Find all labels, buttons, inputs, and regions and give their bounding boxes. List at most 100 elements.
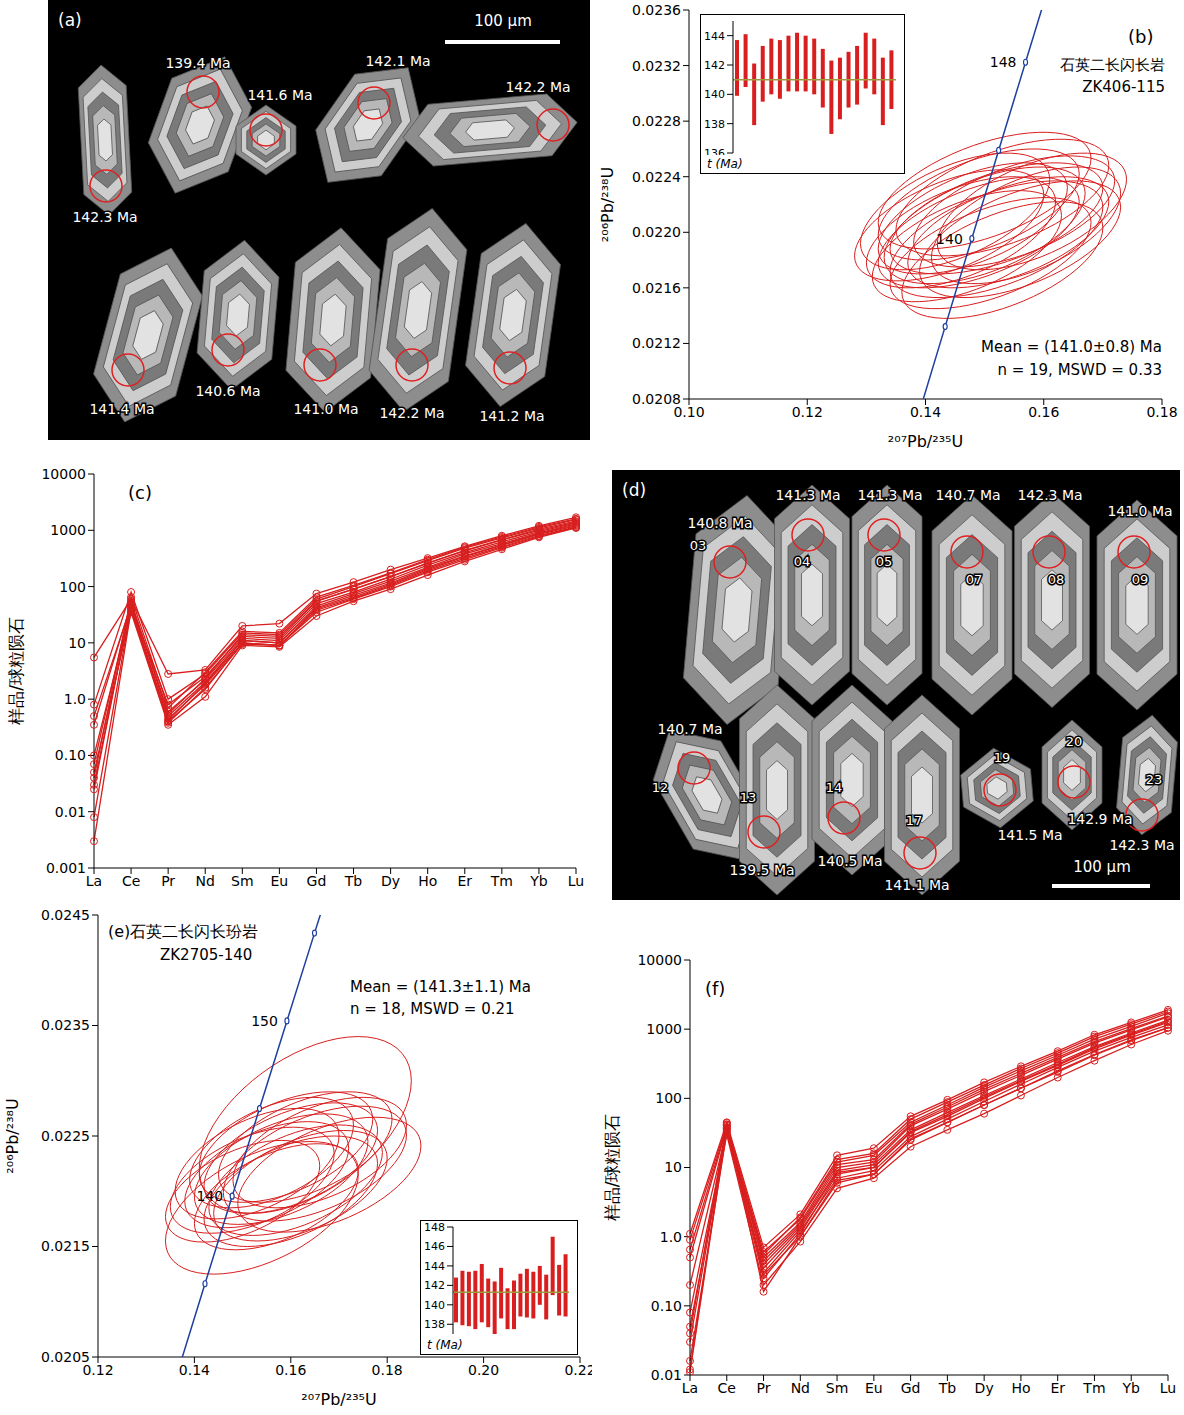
- svg-text:09: 09: [1132, 572, 1149, 587]
- svg-text:0.18: 0.18: [1146, 404, 1177, 420]
- svg-text:141.3 Ma: 141.3 Ma: [775, 487, 840, 503]
- svg-text:142.2 Ma: 142.2 Ma: [505, 79, 570, 95]
- svg-text:Dy: Dy: [381, 873, 400, 889]
- svg-text:Yb: Yb: [529, 873, 548, 889]
- svg-text:Gd: Gd: [307, 873, 327, 889]
- svg-text:Ho: Ho: [418, 873, 437, 889]
- svg-text:1000: 1000: [50, 522, 86, 538]
- svg-text:0.0205: 0.0205: [41, 1349, 90, 1365]
- svg-text:Tm: Tm: [1082, 1380, 1105, 1396]
- svg-text:142.3 Ma: 142.3 Ma: [1017, 487, 1082, 503]
- svg-text:142: 142: [424, 1279, 445, 1292]
- svg-text:²⁰⁶Pb/²³⁸U: ²⁰⁶Pb/²³⁸U: [598, 167, 617, 242]
- svg-text:0.10: 0.10: [55, 747, 86, 763]
- svg-text:0.0228: 0.0228: [632, 113, 681, 129]
- svg-text:23: 23: [1146, 772, 1163, 787]
- svg-text:148: 148: [990, 54, 1017, 70]
- svg-text:100 μm: 100 μm: [1073, 858, 1131, 876]
- svg-text:19: 19: [994, 750, 1011, 765]
- svg-text:0.0208: 0.0208: [632, 391, 681, 407]
- svg-text:Tb: Tb: [344, 873, 363, 889]
- svg-text:140.8 Ma: 140.8 Ma: [687, 515, 752, 531]
- svg-text:La: La: [86, 873, 102, 889]
- svg-text:140.7 Ma: 140.7 Ma: [657, 721, 722, 737]
- svg-text:148: 148: [424, 1221, 445, 1234]
- svg-text:0.01: 0.01: [651, 1367, 682, 1383]
- svg-text:140.7 Ma: 140.7 Ma: [935, 487, 1000, 503]
- svg-text:0.16: 0.16: [1028, 404, 1059, 420]
- svg-text:Sm: Sm: [826, 1380, 849, 1396]
- svg-text:140.6 Ma: 140.6 Ma: [195, 383, 260, 399]
- svg-text:1000: 1000: [646, 1021, 682, 1037]
- svg-text:Nd: Nd: [791, 1380, 810, 1396]
- svg-text:0.0216: 0.0216: [632, 280, 681, 296]
- svg-text:0.0215: 0.0215: [41, 1238, 90, 1254]
- svg-text:141.0 Ma: 141.0 Ma: [1107, 503, 1172, 519]
- svg-text:140: 140: [424, 1299, 445, 1312]
- svg-text:141.1 Ma: 141.1 Ma: [884, 877, 949, 893]
- svg-text:²⁰⁷Pb/²³⁵U: ²⁰⁷Pb/²³⁵U: [301, 1390, 376, 1409]
- svg-text:100: 100: [655, 1090, 682, 1106]
- svg-text:0.18: 0.18: [372, 1362, 403, 1378]
- svg-text:La: La: [682, 1380, 698, 1396]
- svg-text:10: 10: [68, 635, 86, 651]
- svg-text:100: 100: [59, 579, 86, 595]
- svg-text:141.0 Ma: 141.0 Ma: [293, 401, 358, 417]
- svg-text:140: 140: [936, 231, 963, 247]
- svg-text:Pr: Pr: [757, 1380, 771, 1396]
- svg-text:Nd: Nd: [196, 873, 215, 889]
- svg-text:²⁰⁶Pb/²³⁸U: ²⁰⁶Pb/²³⁸U: [3, 1098, 22, 1173]
- svg-text:0.0220: 0.0220: [632, 224, 681, 240]
- svg-text:样品/球粒陨石: 样品/球粒陨石: [602, 1114, 622, 1222]
- svg-text:Dy: Dy: [975, 1380, 994, 1396]
- svg-text:141.4 Ma: 141.4 Ma: [89, 401, 154, 417]
- svg-text:05: 05: [876, 554, 893, 569]
- svg-text:Eu: Eu: [271, 873, 289, 889]
- svg-text:142.2 Ma: 142.2 Ma: [379, 405, 444, 421]
- svg-text:Lu: Lu: [568, 873, 584, 889]
- svg-text:0.14: 0.14: [179, 1362, 210, 1378]
- svg-text:0.0235: 0.0235: [41, 1017, 90, 1033]
- svg-text:142.1 Ma: 142.1 Ma: [365, 53, 430, 69]
- svg-text:Ce: Ce: [718, 1380, 736, 1396]
- svg-text:0.0236: 0.0236: [632, 2, 681, 18]
- svg-text:样品/球粒陨石: 样品/球粒陨石: [6, 617, 26, 725]
- svg-text:Pr: Pr: [161, 873, 175, 889]
- svg-text:03: 03: [690, 538, 707, 553]
- svg-text:144: 144: [704, 30, 725, 43]
- svg-text:(d): (d): [622, 480, 646, 500]
- svg-text:Yb: Yb: [1122, 1380, 1141, 1396]
- svg-text:10000: 10000: [41, 466, 86, 482]
- svg-text:1.0: 1.0: [64, 691, 86, 707]
- svg-text:Tm: Tm: [490, 873, 513, 889]
- svg-text:142.9 Ma: 142.9 Ma: [1067, 811, 1132, 827]
- svg-text:04: 04: [794, 554, 811, 569]
- svg-text:140.5 Ma: 140.5 Ma: [817, 853, 882, 869]
- svg-text:146: 146: [424, 1240, 445, 1253]
- svg-text:138: 138: [424, 1318, 445, 1331]
- svg-text:0.01: 0.01: [55, 804, 86, 820]
- svg-text:150: 150: [251, 1013, 278, 1029]
- svg-text:142: 142: [704, 59, 725, 72]
- svg-text:10: 10: [664, 1159, 682, 1175]
- svg-text:0.001: 0.001: [46, 860, 86, 876]
- svg-text:Tb: Tb: [938, 1380, 957, 1396]
- svg-text:0.22: 0.22: [564, 1362, 592, 1378]
- svg-text:136: 136: [704, 147, 725, 155]
- svg-text:08: 08: [1048, 572, 1065, 587]
- svg-text:Er: Er: [1050, 1380, 1065, 1396]
- svg-text:Eu: Eu: [865, 1380, 883, 1396]
- svg-text:141.2 Ma: 141.2 Ma: [479, 408, 544, 424]
- svg-text:²⁰⁷Pb/²³⁵U: ²⁰⁷Pb/²³⁵U: [888, 432, 963, 451]
- svg-text:142.3 Ma: 142.3 Ma: [1109, 837, 1174, 853]
- svg-text:Lu: Lu: [1160, 1380, 1176, 1396]
- svg-text:139.4 Ma: 139.4 Ma: [165, 55, 230, 71]
- svg-text:(a): (a): [58, 10, 82, 30]
- svg-text:139.5 Ma: 139.5 Ma: [729, 862, 794, 878]
- svg-text:10000: 10000: [637, 952, 682, 968]
- svg-text:13: 13: [740, 790, 757, 805]
- svg-text:0.12: 0.12: [792, 404, 823, 420]
- svg-text:Ho: Ho: [1011, 1380, 1030, 1396]
- svg-text:14: 14: [826, 780, 843, 795]
- svg-text:Gd: Gd: [901, 1380, 921, 1396]
